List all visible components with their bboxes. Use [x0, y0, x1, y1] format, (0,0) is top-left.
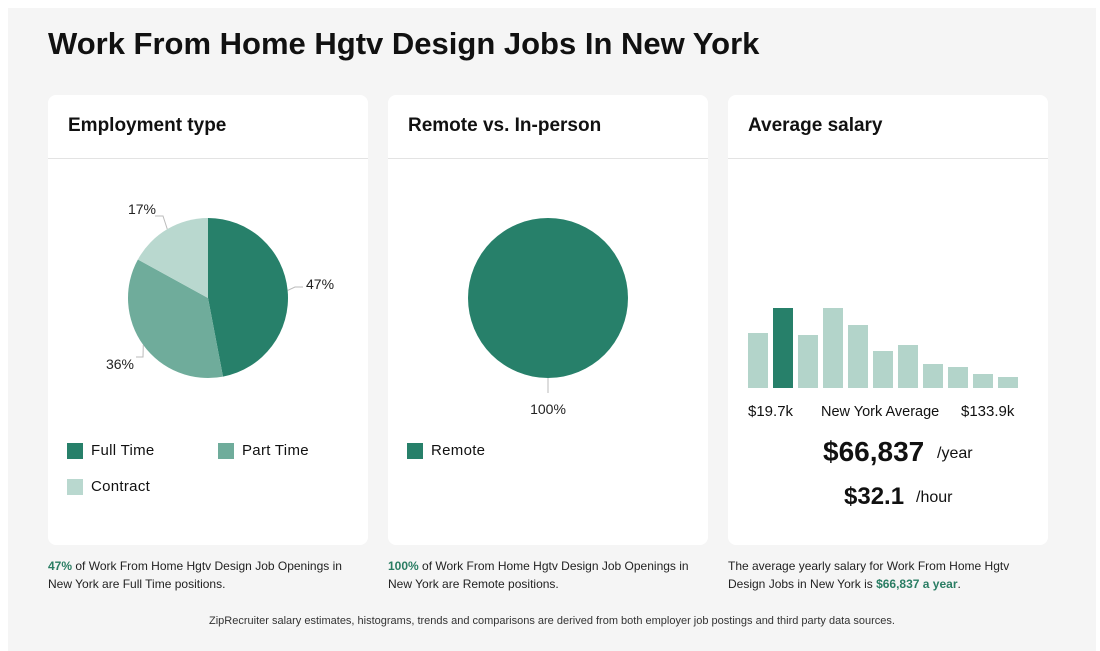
hourly-salary-value: $32.1 [844, 483, 905, 510]
legend-label: Remote [431, 442, 486, 459]
page-title: Work From Home Hgtv Design Jobs In New Y… [48, 26, 760, 61]
caption-text: The average yearly salary for Work From … [728, 559, 1010, 591]
caption-highlight: 47% [48, 559, 73, 573]
remote-pie-chart: 100% [468, 218, 628, 417]
card-divider [728, 158, 1048, 159]
remote-caption: 100% of Work From Home Hgtv Design Job O… [388, 557, 698, 593]
yearly-salary-unit: /year [937, 445, 973, 462]
legend-label: Full Time [91, 442, 155, 459]
histogram-bar [748, 333, 768, 388]
legend-item-remote: Remote [407, 442, 485, 459]
card-title: Employment type [68, 115, 227, 136]
histogram-bar [798, 335, 818, 388]
histogram-bar [973, 374, 993, 388]
caption-text: of Work From Home Hgtv Design Job Openin… [48, 559, 342, 591]
histogram-bar [898, 345, 918, 388]
legend-swatch [218, 442, 234, 459]
pie-leader-line [287, 286, 303, 291]
legend-swatch [67, 442, 83, 459]
pie-slice-part-time [127, 259, 223, 378]
pie-leader-line [155, 215, 168, 230]
salary-min-label: $19.7k [748, 403, 794, 420]
histogram-bar [873, 351, 893, 388]
pie-data-label: 100% [530, 401, 566, 417]
salary-max-label: $133.9k [961, 403, 1015, 420]
pie-data-label: 36% [106, 356, 134, 372]
card-divider [388, 158, 708, 159]
histogram-bar [923, 364, 943, 388]
histogram-bar [948, 367, 968, 388]
salary-histogram [748, 308, 1018, 388]
hourly-salary-unit: /hour [916, 489, 953, 506]
histogram-bar [998, 377, 1018, 388]
caption-highlight: $66,837 a year [876, 577, 958, 591]
histogram-bar [848, 325, 868, 388]
caption-text: of Work From Home Hgtv Design Job Openin… [388, 559, 689, 591]
legend-item-full-time: Full Time [67, 442, 155, 459]
pie-slice-contract [137, 218, 208, 298]
average-salary-card: Average salary $19.7k New York Average $… [728, 95, 1048, 545]
salary-caption: The average yearly salary for Work From … [728, 557, 1028, 593]
remote-vs-in-person-card: Remote vs. In-person 100% Remote [388, 95, 708, 545]
card-title: Remote vs. In-person [408, 115, 602, 136]
legend-swatch [407, 442, 423, 459]
yearly-salary-value: $66,837 [823, 436, 925, 467]
employment-type-card: Employment type 47% 36% 17% Full Time Part… [48, 95, 368, 545]
pie-data-label: 17% [128, 201, 156, 217]
histogram-bar [823, 308, 843, 388]
pie-leader-line [136, 345, 144, 358]
caption-end: . [957, 577, 961, 591]
legend-item-contract: Contract [67, 478, 150, 495]
legend-item-part-time: Part Time [218, 442, 309, 459]
employment-type-pie-chart: 47% 36% 17% [106, 201, 334, 378]
card-title: Average salary [748, 115, 883, 136]
salary-average-label: New York Average [821, 404, 940, 420]
pie-data-label: 47% [306, 276, 334, 292]
histogram-bar-highlighted [773, 308, 793, 388]
employment-caption: 47% of Work From Home Hgtv Design Job Op… [48, 557, 358, 593]
caption-highlight: 100% [388, 559, 419, 573]
legend-swatch [67, 478, 83, 495]
pie-slice-remote [468, 218, 628, 378]
footer-note: ZipRecruiter salary estimates, histogram… [209, 615, 895, 627]
legend-label: Contract [91, 478, 151, 495]
card-divider [48, 158, 368, 159]
pie-slice-full-time [208, 218, 289, 377]
legend-label: Part Time [242, 442, 309, 459]
